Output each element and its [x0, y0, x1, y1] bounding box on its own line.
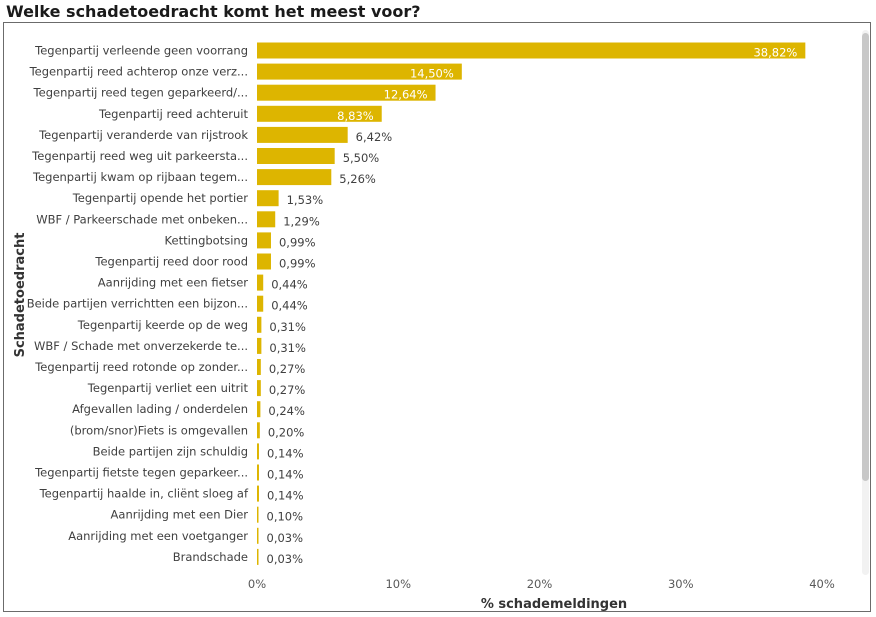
x-tick-label: 30%	[668, 577, 694, 591]
data-label: 0,03%	[267, 531, 304, 545]
data-label: 6,42%	[356, 130, 393, 144]
category-label: Tegenpartij verliet een uitrit	[87, 381, 249, 395]
data-label: 0,24%	[268, 404, 305, 418]
category-label: Tegenpartij verleende geen voorrang	[34, 44, 248, 58]
data-label: 0,14%	[267, 446, 304, 460]
bar[interactable]	[257, 232, 271, 249]
category-label: Tegenpartij fietste tegen geparkeer...	[34, 466, 248, 480]
category-label: WBF / Parkeerschade met onbeken...	[36, 212, 248, 226]
x-tick-label: 20%	[527, 577, 553, 591]
category-label: Tegenpartij reed achteruit	[98, 107, 248, 121]
data-label: 8,83%	[337, 109, 374, 123]
bar[interactable]	[257, 211, 276, 228]
category-label: Tegenpartij reed achterop onze verz...	[29, 65, 248, 79]
category-label: WBF / Schade met onverzekerde te...	[34, 339, 248, 353]
bar[interactable]	[257, 422, 260, 439]
category-label: Tegenpartij reed tegen geparkeerd/...	[33, 86, 248, 100]
data-label: 0,14%	[267, 489, 304, 503]
scrollbar-thumb[interactable]	[862, 33, 869, 481]
data-label: 0,27%	[269, 362, 306, 376]
bar[interactable]	[257, 42, 806, 59]
bar[interactable]	[257, 380, 261, 397]
data-label: 1,29%	[283, 214, 320, 228]
bar[interactable]	[257, 548, 259, 565]
bar[interactable]	[257, 190, 279, 207]
category-label: Tegenpartij opende het portier	[72, 191, 249, 205]
bar[interactable]	[257, 126, 348, 143]
bar[interactable]	[257, 274, 264, 291]
category-label: Aanrijding met een Dier	[111, 508, 249, 522]
x-tick-label: 40%	[809, 577, 835, 591]
category-label: Beide partijen zijn schuldig	[93, 444, 248, 458]
data-label: 0,14%	[267, 468, 304, 482]
category-label: Tegenpartij reed weg uit parkeersta...	[31, 149, 248, 163]
bar[interactable]	[257, 105, 382, 122]
data-label: 0,10%	[267, 510, 304, 524]
bar[interactable]	[257, 485, 259, 502]
bar[interactable]	[257, 253, 271, 270]
bar[interactable]	[257, 316, 262, 333]
y-axis-title: Schadetoedracht	[13, 233, 28, 358]
category-label: Brandschade	[173, 550, 248, 564]
category-label: Beide partijen verrichtten een bijzon...	[27, 297, 248, 311]
category-label: Aanrijding met een voetganger	[68, 529, 248, 543]
category-label: Tegenpartij keerde op de weg	[77, 318, 248, 332]
data-label: 0,27%	[269, 383, 306, 397]
category-label: Aanrijding met een fietser	[98, 276, 248, 290]
x-tick-label: 10%	[385, 577, 411, 591]
category-label: Tegenpartij kwam op rijbaan tegem...	[32, 170, 248, 184]
category-label: Tegenpartij reed rotonde op zonder...	[34, 360, 248, 374]
category-label: Kettingbotsing	[165, 233, 248, 247]
x-tick-label: 0%	[248, 577, 266, 591]
data-label: 0,44%	[271, 299, 308, 313]
data-label: 0,31%	[269, 320, 306, 334]
chart-title: Welke schadetoedracht komt het meest voo…	[6, 2, 421, 21]
data-label: 0,44%	[271, 278, 308, 292]
bar[interactable]	[257, 63, 462, 80]
data-label: 5,50%	[343, 151, 380, 165]
data-label: 0,20%	[268, 425, 305, 439]
bar[interactable]	[257, 295, 264, 312]
data-label: 38,82%	[753, 46, 797, 60]
bar[interactable]	[257, 464, 259, 481]
data-label: 0,31%	[269, 341, 306, 355]
bar[interactable]	[257, 337, 262, 354]
category-label: Afgevallen lading / onderdelen	[72, 402, 248, 416]
chart-frame	[3, 22, 871, 612]
data-label: 0,99%	[279, 235, 316, 249]
data-label: 5,26%	[339, 172, 376, 186]
category-label: (brom/snor)Fiets is omgevallen	[70, 423, 248, 437]
category-label: Tegenpartij haalde in, cliënt sloeg af	[39, 487, 249, 501]
data-label: 0,99%	[279, 257, 316, 271]
data-label: 0,03%	[267, 552, 304, 566]
x-axis-title: % schademeldingen	[481, 597, 627, 612]
data-label: 1,53%	[287, 193, 324, 207]
bar[interactable]	[257, 506, 259, 523]
bar[interactable]	[257, 359, 261, 375]
category-label: Tegenpartij veranderde van rijstrook	[38, 128, 248, 142]
data-label: 12,64%	[384, 88, 428, 102]
bar[interactable]	[257, 84, 436, 101]
bar[interactable]	[257, 169, 332, 186]
bar[interactable]	[257, 443, 259, 460]
bar[interactable]	[257, 527, 259, 544]
bar[interactable]	[257, 401, 261, 418]
category-label: Tegenpartij reed door rood	[94, 255, 248, 269]
bar[interactable]	[257, 148, 335, 164]
data-label: 14,50%	[410, 67, 454, 81]
